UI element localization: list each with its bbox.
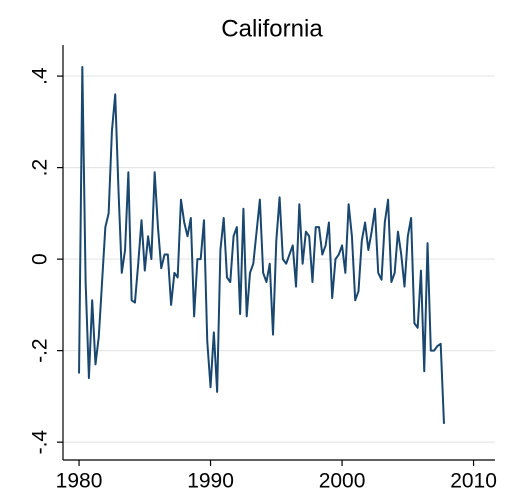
y-tick-label: .2 bbox=[29, 159, 52, 177]
y-tick-label: .4 bbox=[29, 67, 52, 85]
x-tick-label: 1980 bbox=[56, 470, 103, 493]
x-tick-label: 2010 bbox=[450, 470, 497, 493]
line-series bbox=[78, 65, 445, 424]
chart-title: California bbox=[221, 15, 323, 42]
y-tick-label: -.4 bbox=[29, 430, 52, 455]
y-tick-label: -.2 bbox=[29, 338, 52, 363]
x-tick-label: 2000 bbox=[319, 470, 366, 493]
y-tick-label: 0 bbox=[29, 253, 52, 265]
x-tick-label: 1990 bbox=[187, 470, 234, 493]
